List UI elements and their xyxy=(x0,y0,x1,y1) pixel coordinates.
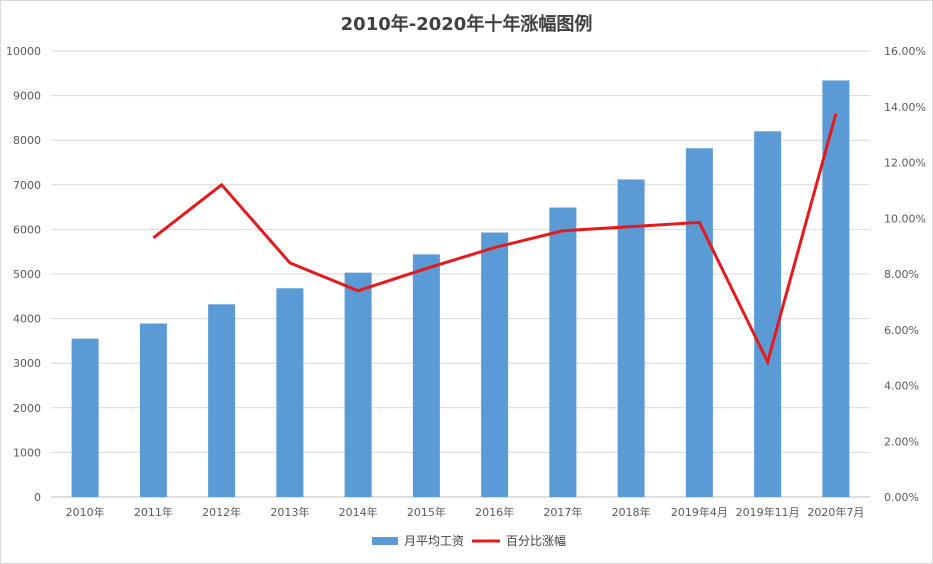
legend-swatch-bar xyxy=(372,537,398,545)
y-left-tick-label: 5000 xyxy=(13,268,41,281)
y-left-tick-label: 0 xyxy=(34,491,41,504)
y-left-tick-label: 2000 xyxy=(13,402,41,415)
bar xyxy=(685,148,713,497)
bar xyxy=(208,304,236,497)
y-left-tick-label: 3000 xyxy=(13,357,41,370)
y-right-tick-label: 10.00% xyxy=(884,212,926,225)
bar xyxy=(754,131,782,497)
y-right-tick-label: 0.00% xyxy=(884,491,919,504)
y-left-tick-label: 1000 xyxy=(13,446,41,459)
x-tick-label: 2016年 xyxy=(475,505,514,519)
y-left-tick-label: 6000 xyxy=(13,223,41,236)
y-right-tick-label: 16.00% xyxy=(884,45,926,58)
x-tick-label: 2019年4月 xyxy=(671,505,728,519)
x-tick-label: 2014年 xyxy=(339,505,378,519)
y-left-tick-label: 9000 xyxy=(13,90,41,103)
x-tick-label: 2013年 xyxy=(270,505,309,519)
x-tick-label: 2019年11月 xyxy=(736,505,800,519)
y-right-tick-label: 6.00% xyxy=(884,324,919,337)
y-left-tick-label: 10000 xyxy=(6,45,41,58)
y-right-tick-label: 2.00% xyxy=(884,435,919,448)
x-tick-label: 2012年 xyxy=(202,505,241,519)
y-left-tick-label: 4000 xyxy=(13,313,41,326)
y-left-tick-label: 7000 xyxy=(13,179,41,192)
x-tick-label: 2010年 xyxy=(66,505,105,519)
y-left-tick-label: 8000 xyxy=(13,134,41,147)
line-series-percent xyxy=(152,113,838,367)
chart-title: 2010年-2020年十年涨幅图例 xyxy=(340,14,593,35)
x-tick-label: 2011年 xyxy=(134,505,173,519)
x-tick-label: 2018年 xyxy=(612,505,651,519)
bar xyxy=(617,179,645,497)
bar xyxy=(481,232,509,497)
bar xyxy=(412,254,440,497)
bar xyxy=(71,338,99,497)
bar xyxy=(344,272,372,497)
y-right-tick-label: 14.00% xyxy=(884,101,926,114)
bar xyxy=(139,323,167,497)
legend-label-bar: 月平均工资 xyxy=(404,534,464,548)
bar xyxy=(549,207,577,497)
x-tick-label: 2017年 xyxy=(543,505,582,519)
legend-label-line: 百分比涨幅 xyxy=(506,533,566,548)
bar xyxy=(276,288,304,497)
x-tick-label: 2020年7月 xyxy=(807,505,864,519)
y-right-tick-label: 4.00% xyxy=(884,380,919,393)
y-right-tick-label: 12.00% xyxy=(884,157,926,170)
y-right-tick-label: 8.00% xyxy=(884,268,919,281)
x-tick-label: 2015年 xyxy=(407,505,446,519)
